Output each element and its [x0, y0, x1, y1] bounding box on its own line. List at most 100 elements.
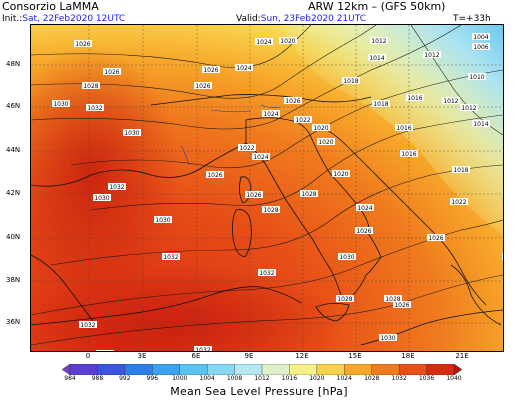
colorbar-swatch: [426, 364, 455, 375]
isobar-label: 1016: [407, 95, 422, 102]
colorbar-tick-label: 1000: [172, 375, 188, 382]
isobar-label-bg: [368, 54, 386, 61]
colorbar-swatch: [453, 364, 462, 375]
isobar-label-bg: [312, 124, 330, 131]
isobar-label-bg: [336, 295, 354, 302]
isobar-label: 1032: [80, 322, 95, 329]
colorbar-swatch: [152, 364, 181, 375]
lat-label-38n: 38N: [6, 276, 21, 284]
isobar-label: 1020: [318, 139, 333, 146]
isobar-label-bg: [238, 144, 256, 151]
isobar-label: 1030: [339, 254, 354, 261]
rivers-lakes: [180, 104, 282, 166]
colorbar-swatch: [206, 364, 236, 375]
isobar-label-bg: [202, 66, 220, 73]
isobar-label-bg: [379, 334, 397, 341]
isobar-label-bg: [79, 321, 97, 328]
isobar-label-bg: [427, 234, 445, 241]
pressure-map-svg: 1026 1024 1020 1012 1004 1006 1026 1026 1024 1014…: [31, 25, 503, 351]
lat-label-40n: 40N: [6, 233, 21, 241]
isobar-label: 1032: [109, 184, 124, 191]
isobar-label: 1028: [83, 83, 98, 90]
isobar-label-bg: [502, 253, 503, 260]
init-label: Init.:: [2, 14, 23, 24]
isobar-label-bg: [206, 171, 224, 178]
isobar-label-bg: [262, 110, 280, 117]
colorbar-swatch: [124, 364, 153, 375]
init-value: Sat, 22Feb2020 12UTC: [22, 14, 126, 24]
isobar-label-bg: [103, 68, 121, 75]
isobar-label-bg: [472, 120, 490, 127]
lon-label-21e: 21E: [455, 352, 469, 360]
colorbar: [62, 364, 462, 375]
isobar-label: 1018: [453, 167, 468, 174]
isobar-label-bg: [108, 183, 126, 190]
isobar-label-bg: [82, 82, 100, 89]
isobar-label-bg: [395, 124, 413, 131]
colorbar-swatch: [371, 364, 400, 375]
isobar-label-bg: [450, 198, 468, 205]
isobar-label-bg: [355, 227, 373, 234]
isobar-label: 1024: [256, 39, 271, 46]
isobar-label-bg: [245, 191, 263, 198]
isobar-label: 1018: [373, 101, 388, 108]
isobar-label-bg: [284, 97, 302, 104]
isobar-label: 1004: [473, 34, 488, 41]
isobar-label: 1022: [295, 117, 310, 124]
isobar-label: 1032: [259, 270, 274, 277]
high-core-south: [31, 265, 341, 351]
isobar-label-bg: [472, 33, 490, 40]
lon-label-18e: 18E: [401, 352, 415, 360]
isobar-label-bg: [472, 43, 490, 50]
colorbar-swatch: [62, 364, 71, 375]
isobar-label: 1020: [280, 38, 295, 45]
valid-time: Valid:Sun, 23Feb2020 21UTC: [236, 14, 366, 24]
isobar-label: 1012: [424, 52, 439, 59]
lat-label-46n: 46N: [6, 102, 21, 110]
colorbar-swatch: [179, 364, 208, 375]
lat-label-42n: 42N: [6, 189, 21, 197]
isobar-label-bg: [162, 253, 180, 260]
isobar-label-bg: [235, 64, 253, 71]
colorbar-tick-label: 988: [91, 375, 104, 382]
lon-label-15e: 15E: [348, 352, 362, 360]
valid-label: Valid:: [236, 14, 261, 24]
isobar-label: 1026: [203, 67, 218, 74]
lon-label-6e: 6E: [191, 352, 201, 360]
isobar-label-bg: [406, 94, 424, 101]
isobar-label: 1030: [124, 130, 139, 137]
isobar-label-bg: [294, 116, 312, 123]
lat-label-44n: 44N: [6, 146, 21, 154]
colorbar-swatch: [344, 364, 373, 375]
isobar-label-bg: [452, 166, 470, 173]
colorbar-tick-label: 1012: [254, 375, 270, 382]
org-title: Consorzio LaMMA: [2, 0, 99, 13]
isobar-label: 1026: [394, 302, 409, 309]
colorbar-tick-label: 1040: [446, 375, 462, 382]
isobar-label: 1028: [263, 207, 278, 214]
isobar-label-bg: [86, 104, 104, 111]
isobar-label: 1030: [94, 195, 109, 202]
isobar-label-bg: [338, 253, 356, 260]
isobar-label: 1032: [87, 105, 102, 112]
isobar-label: 1028: [337, 296, 352, 303]
isobar-label: 1012: [461, 105, 476, 112]
isobar-label-bg: [400, 150, 418, 157]
isobar-label: 1012: [443, 98, 458, 105]
lon-label-0: 0: [85, 352, 91, 360]
colorbar-swatch: [69, 364, 99, 375]
isobar-label: 1024: [236, 65, 251, 72]
colorbar-tick-label: 984: [64, 375, 76, 382]
colorbar-tick-label: 992: [119, 375, 131, 382]
lon-label-9e: 9E: [244, 352, 254, 360]
colorbar-tick-label: 1036: [418, 375, 435, 382]
colorbar-swatch: [289, 364, 318, 375]
isobar-label: 1026: [207, 172, 222, 179]
pressure-map: 1026 1024 1020 1012 1004 1006 1026 1026 1024 1014…: [30, 24, 504, 352]
model-title: ARW 12km – (GFS 50km): [308, 0, 446, 13]
isobar-label-bg: [123, 129, 141, 136]
lon-label-3e: 3E: [137, 352, 147, 360]
isobar-labels: 1026 1024 1020 1012 1004 1006 1026 1026 1024 1014…: [52, 33, 503, 351]
isobar-label-bg: [194, 346, 212, 351]
colorbar-tick-label: 996: [146, 375, 159, 382]
